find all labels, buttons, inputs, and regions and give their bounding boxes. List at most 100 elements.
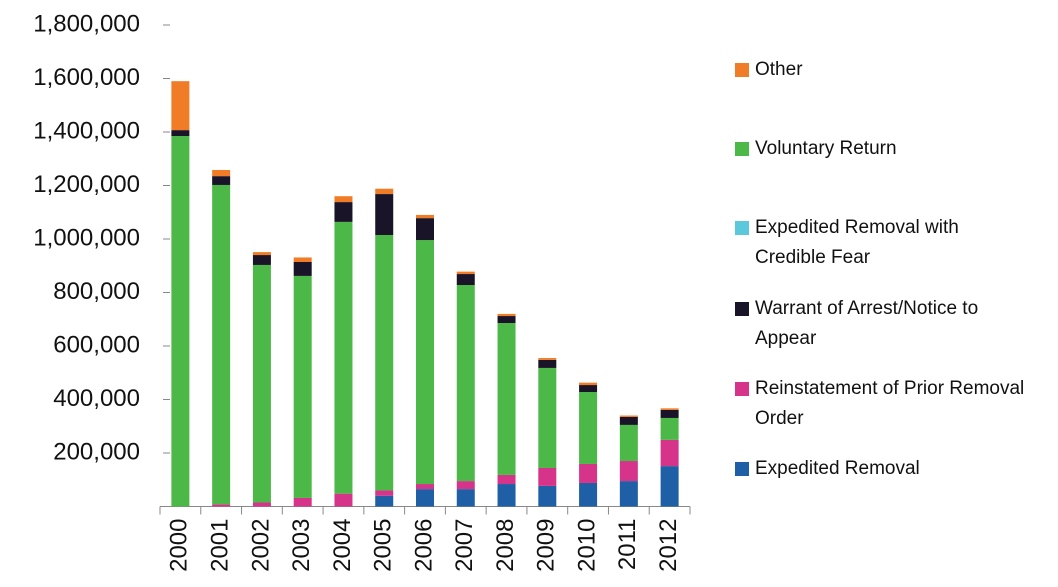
bar-segment <box>579 463 598 483</box>
bar-segment <box>619 424 638 462</box>
bar-segment <box>171 81 190 131</box>
bar-segment <box>171 136 190 507</box>
bar-segment <box>252 255 271 265</box>
x-tick-label: 2007 <box>451 519 478 572</box>
legend-item: Expedited Removal <box>735 454 1053 484</box>
bar-segment <box>538 367 557 468</box>
bar-segment <box>334 221 353 494</box>
x-tick-label: 2000 <box>166 519 193 572</box>
bar-segment <box>375 495 394 507</box>
bar-segment <box>579 392 598 464</box>
bar-segment <box>375 188 394 195</box>
x-tick-label: 2008 <box>492 519 519 572</box>
bar-segment <box>416 240 434 485</box>
x-tick-label: 2010 <box>573 519 600 572</box>
x-tick-label: 2002 <box>247 519 274 572</box>
y-tick-label: 200,000 <box>53 438 140 465</box>
bar-segment <box>579 482 598 507</box>
bar-segment <box>619 461 638 482</box>
bar-segment <box>456 489 475 507</box>
legend-swatch <box>735 221 749 235</box>
legend-item: Reinstatement of Prior Removal Order <box>735 374 1053 434</box>
legend-item: Voluntary Return <box>735 134 1053 164</box>
bar-segment <box>456 271 475 275</box>
legend-item: Warrant of Arrest/Notice to Appear <box>735 294 1053 354</box>
bar-segment <box>212 169 231 177</box>
legend-item: Other <box>735 55 1053 85</box>
legend-swatch <box>735 382 749 396</box>
bar-segment <box>619 415 638 417</box>
bar-segment <box>416 214 434 219</box>
y-tick-label: 1,000,000 <box>33 224 140 251</box>
bar-segment <box>619 481 638 507</box>
y-tick-label: 800,000 <box>53 278 140 305</box>
bar-segment <box>497 484 516 507</box>
x-tick-label: 2005 <box>370 519 397 572</box>
legend-item: Expedited Removal with Credible Fear <box>735 213 1053 273</box>
legend-swatch <box>735 462 749 476</box>
bar-segment <box>416 489 434 507</box>
x-tick-label: 2001 <box>206 519 233 572</box>
bar-segment <box>375 234 394 491</box>
bar-segment <box>252 502 271 507</box>
bar-segment <box>171 130 190 137</box>
bar-segment <box>456 285 475 482</box>
bar-segment <box>334 202 353 222</box>
bar-segment <box>334 493 353 507</box>
legend-label: Expedited Removal <box>755 458 920 479</box>
bar-segment <box>660 439 679 467</box>
bar-segment <box>456 481 475 490</box>
bar-segment <box>538 485 557 507</box>
bar-segment <box>293 262 312 276</box>
bar-segment <box>497 313 516 317</box>
bar-segment <box>456 274 475 286</box>
legend-label: Warrant of Arrest/Notice to Appear <box>755 298 979 349</box>
bar-segment <box>579 382 598 386</box>
legend-swatch <box>735 302 749 316</box>
y-tick-label: 1,200,000 <box>33 171 140 198</box>
y-tick-label: 600,000 <box>53 331 140 358</box>
bar-segment <box>212 176 231 185</box>
bar-segment <box>660 466 679 507</box>
legend-swatch <box>735 63 749 77</box>
bar-segment <box>252 264 271 503</box>
y-tick-label: 1,600,000 <box>33 64 140 91</box>
bar-segment <box>660 408 679 410</box>
legend-swatch <box>735 142 749 156</box>
x-tick-label: 2003 <box>288 519 315 572</box>
bar-segment <box>252 252 271 256</box>
bar-segment <box>660 409 679 418</box>
bar-segment <box>538 359 557 368</box>
y-tick-label: 1,400,000 <box>33 117 140 144</box>
legend-label: Other <box>755 59 803 80</box>
x-tick-label: 2009 <box>533 519 560 572</box>
bar-segment <box>497 316 516 323</box>
bar-segment <box>375 194 394 235</box>
bar-segment <box>579 385 598 393</box>
bar-segment <box>538 467 557 486</box>
x-tick-label: 2011 <box>614 519 641 571</box>
bar-segment <box>497 322 516 475</box>
x-tick-label: 2012 <box>655 519 682 572</box>
legend-label: Reinstatement of Prior Removal Order <box>755 378 1025 429</box>
bar-segment <box>293 257 312 263</box>
bar-segment <box>375 490 394 496</box>
bar-segment <box>212 184 231 505</box>
bar-segment <box>416 218 434 241</box>
bar-segment <box>334 196 353 203</box>
bar-segment <box>416 484 434 490</box>
bar-segment <box>660 417 679 440</box>
legend-label: Voluntary Return <box>755 138 897 159</box>
bar-segment <box>497 474 516 485</box>
bar-segment <box>619 416 638 425</box>
bar-segment <box>293 497 312 507</box>
y-tick-label: 400,000 <box>53 385 140 412</box>
x-tick-label: 2006 <box>410 519 437 572</box>
legend-label: Expedited Removal with Credible Fear <box>755 217 959 268</box>
bar-segment <box>293 275 312 498</box>
y-tick-label: 1,800,000 <box>33 10 140 37</box>
x-tick-label: 2004 <box>329 519 356 572</box>
bar-segment <box>212 504 231 507</box>
